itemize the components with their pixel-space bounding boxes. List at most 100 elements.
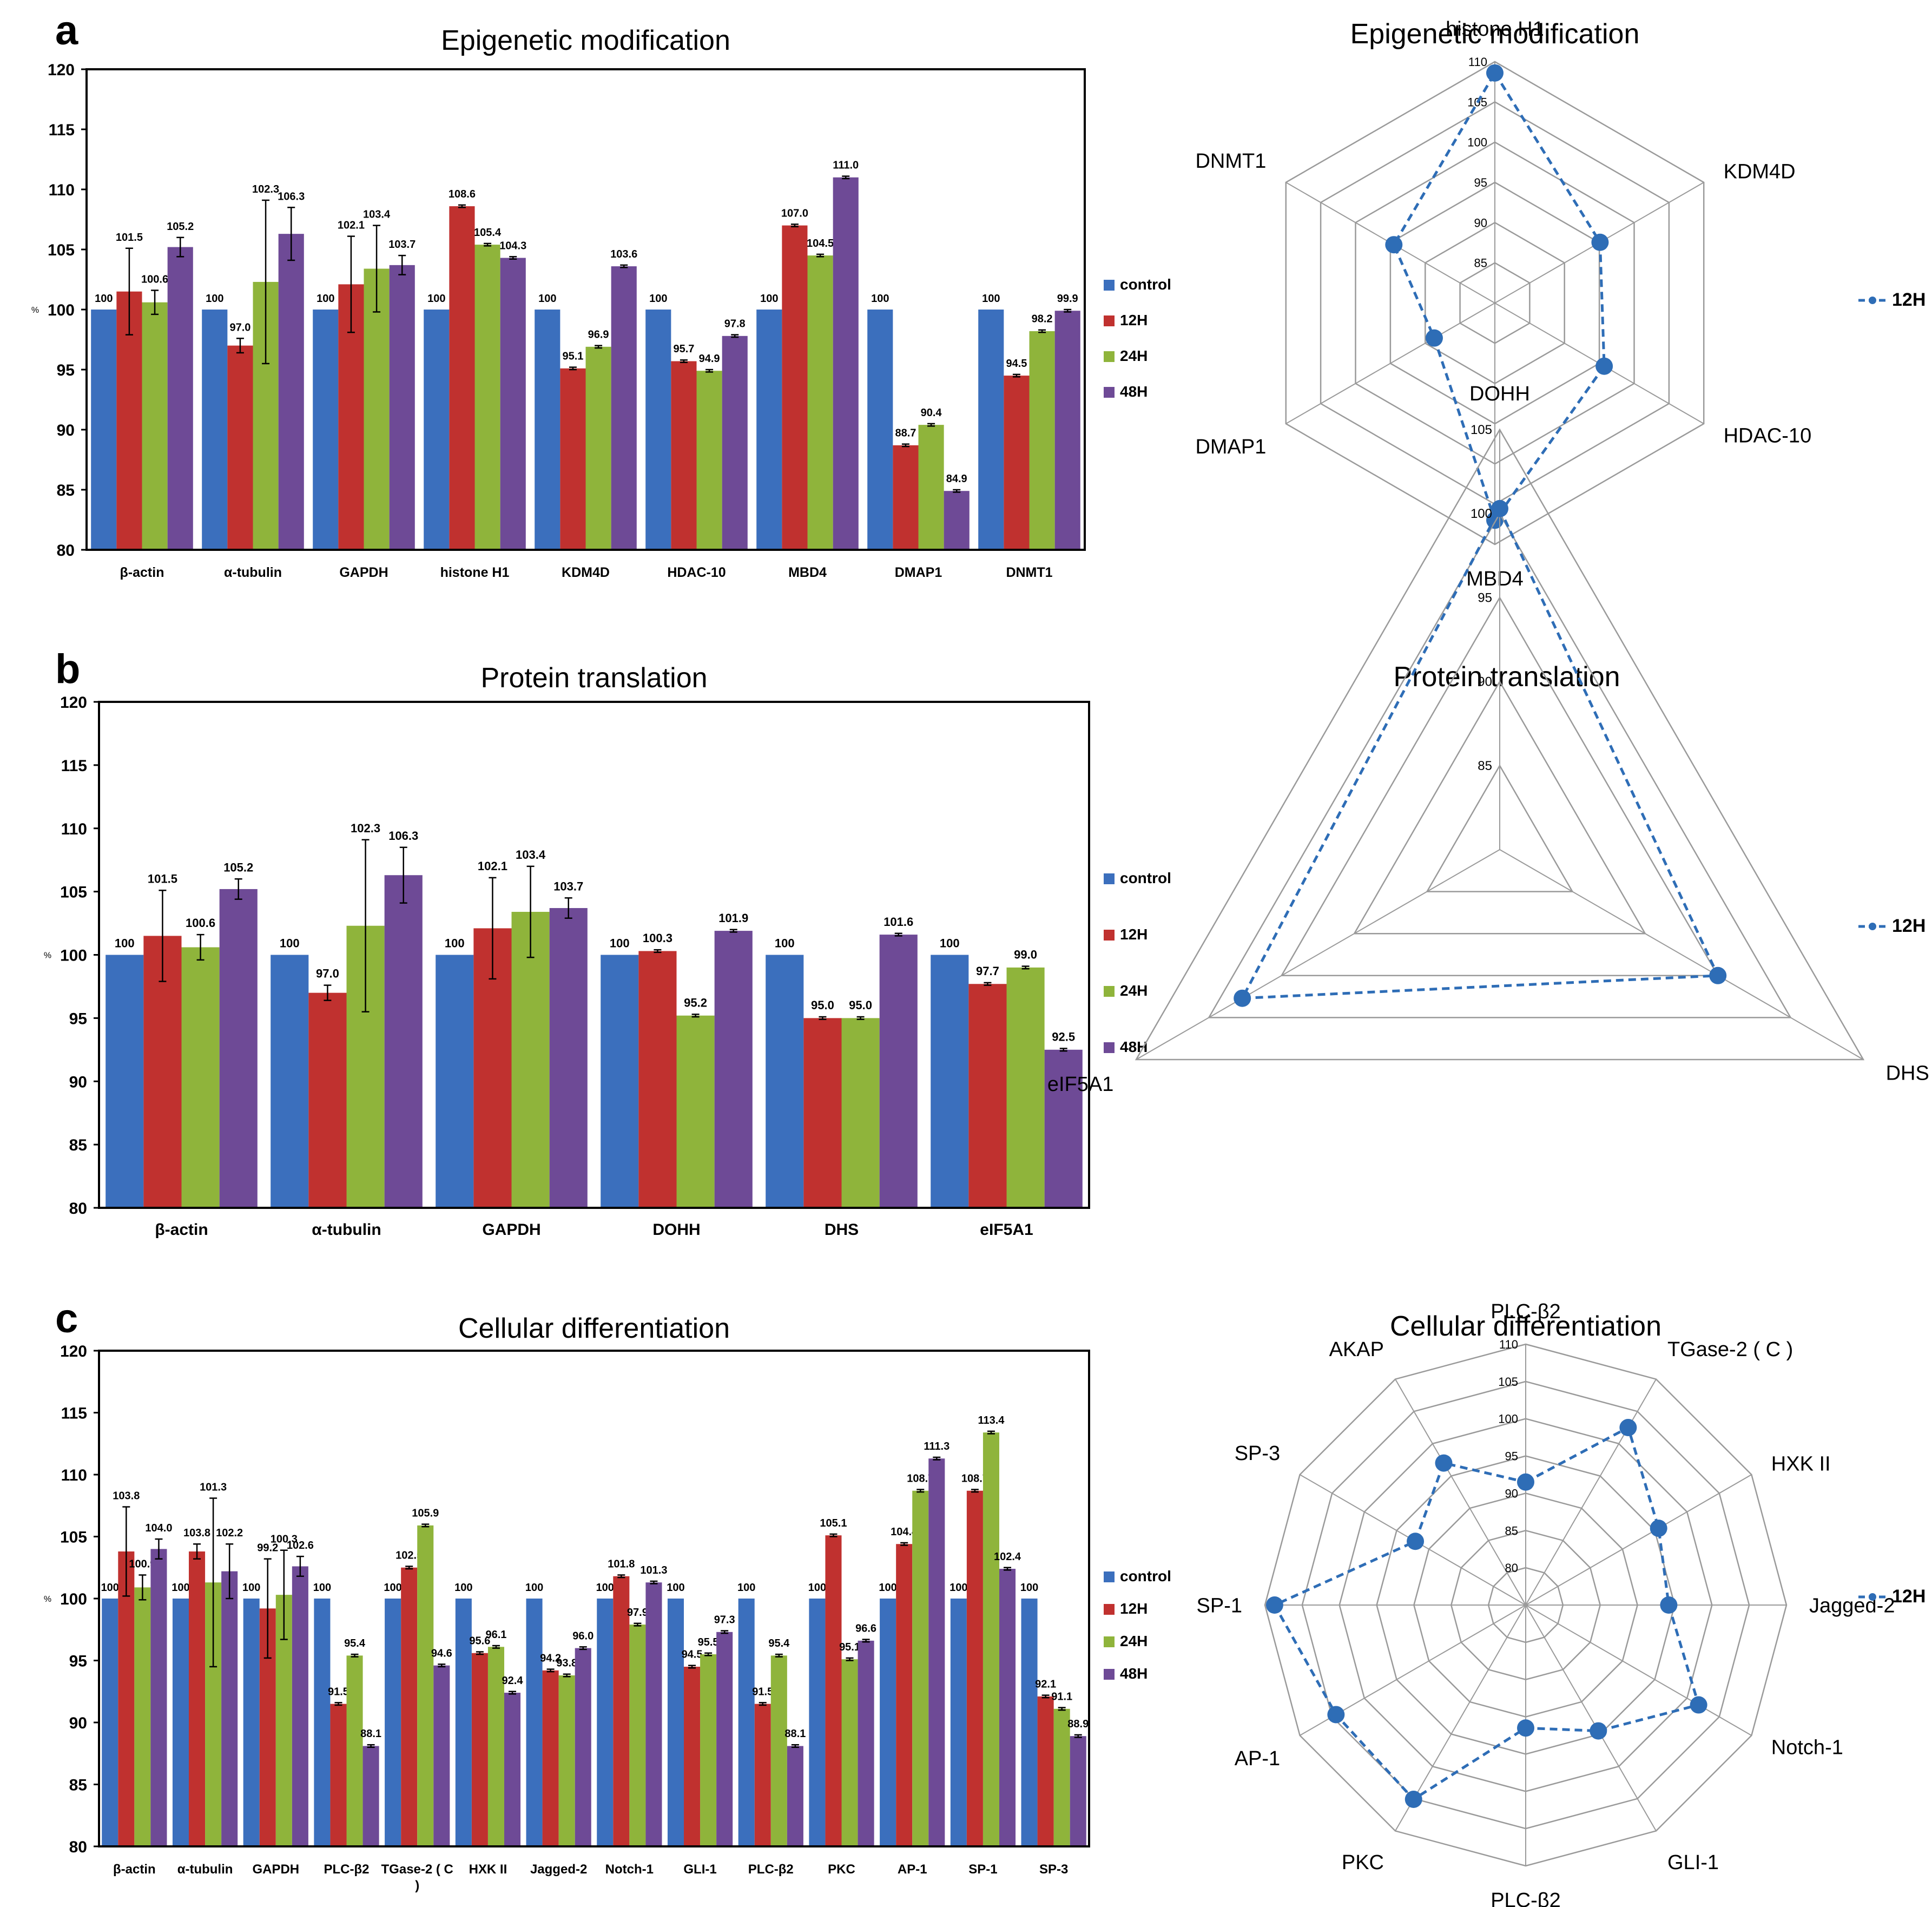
bar-h48-5 — [722, 336, 748, 550]
radar-axis-label-1: KDM4D — [1724, 160, 1796, 183]
bar-h12-1 — [189, 1551, 206, 1846]
radar-spoke-4 — [1525, 1604, 1752, 1736]
data-label-h48-5: 92.5 — [1052, 1030, 1075, 1043]
data-label-control-5: 100 — [454, 1582, 472, 1594]
bar-h48-0 — [167, 247, 193, 550]
bar-h48-8 — [1054, 311, 1080, 550]
data-label-h24-1: 102.3 — [351, 821, 380, 835]
legend-label-control: control — [1120, 276, 1171, 293]
bar-h48-12 — [999, 1569, 1016, 1846]
data-label-h48-1: 106.3 — [278, 190, 305, 202]
radar-chart-b: Protein translation 85 90 95 100 105 DOHH DHS eI… — [1047, 383, 1929, 1096]
x-tick-label-3: DOHH — [652, 1221, 700, 1239]
y-tick-label-80: 80 — [69, 1200, 87, 1218]
bar-h12-5 — [968, 984, 1007, 1208]
data-label-h48-3: 88.1 — [360, 1728, 381, 1740]
y-tick-label-85: 85 — [69, 1136, 87, 1154]
data-label-h12-3: 100.3 — [643, 931, 672, 945]
x-tick-label-0: β-actin — [155, 1221, 208, 1239]
y-tick-label-95: 95 — [69, 1010, 87, 1028]
bar-control-0 — [105, 955, 144, 1208]
bar-h24-4 — [417, 1525, 434, 1846]
radar-point-0 — [1486, 64, 1504, 82]
data-label-h12-0: 103.8 — [113, 1490, 140, 1502]
data-label-h24-3: 95.4 — [344, 1638, 366, 1649]
data-label-control-2: 100 — [445, 937, 465, 950]
y-tick-label-100: 100 — [48, 301, 75, 319]
bar-h24-0 — [181, 947, 220, 1208]
y-tick-label-120: 120 — [60, 694, 87, 712]
data-label-control-3: 100 — [313, 1582, 331, 1594]
data-label-control-5: 100 — [649, 293, 667, 305]
radar-legend-marker — [1869, 297, 1876, 304]
data-label-h24-4: 96.9 — [588, 329, 609, 341]
bar-h24-7 — [629, 1625, 646, 1846]
bar-h24-5 — [696, 371, 722, 550]
data-label-h48-8: 97.3 — [714, 1614, 735, 1626]
data-label-control-7: 100 — [596, 1582, 614, 1594]
x-tick-label-5: HXK II — [469, 1862, 507, 1877]
bar-h12-9 — [754, 1704, 771, 1846]
x-tick-label-8: GLI-1 — [683, 1862, 716, 1877]
radar-grid-ring-95 — [1280, 596, 1719, 977]
y-tick-label-85: 85 — [69, 1777, 87, 1794]
radar-point-2 — [1595, 357, 1613, 375]
data-label-h12-13: 92.1 — [1035, 1679, 1056, 1691]
data-label-h24-5: 94.9 — [699, 353, 720, 365]
radar-point-0 — [1491, 499, 1508, 517]
bar-h12-1 — [227, 345, 253, 550]
legend-swatch-h48 — [1104, 1042, 1115, 1053]
radar-axis-label-10: SP-3 — [1235, 1442, 1280, 1465]
data-label-h12-1: 103.8 — [183, 1527, 210, 1539]
data-label-h12-6: 94.2 — [540, 1653, 561, 1665]
legend-label-h48: 48H — [1120, 1665, 1148, 1682]
bar-h24-6 — [558, 1675, 575, 1846]
bar-control-13 — [1021, 1599, 1038, 1846]
data-label-h12-8: 94.5 — [682, 1649, 703, 1661]
radar-legend-label: 12H — [1892, 290, 1926, 310]
bar-h48-11 — [928, 1458, 945, 1846]
data-label-control-2: 100 — [316, 293, 334, 305]
bar-control-3 — [424, 310, 450, 550]
data-label-h24-1: 102.3 — [252, 183, 279, 195]
data-label-h48-4: 94.6 — [431, 1647, 452, 1659]
radar-tick-label-95: 95 — [1478, 590, 1492, 605]
x-tick-label-5: eIF5A1 — [980, 1221, 1033, 1239]
data-label-control-1: 100 — [280, 937, 300, 950]
x-tick-label-4: TGase-2 ( C) — [381, 1862, 453, 1893]
bar-control-8 — [978, 310, 1004, 550]
radar-point-9 — [1265, 1596, 1283, 1614]
bar-h24-8 — [1029, 331, 1055, 550]
bar-h24-12 — [983, 1432, 999, 1846]
x-tick-label-2: GAPDH — [252, 1862, 299, 1877]
radar-point-5 — [1385, 236, 1403, 254]
data-label-h24-5: 96.1 — [485, 1629, 506, 1641]
data-label-h12-4: 102.5 — [395, 1549, 423, 1561]
radar-legend-marker — [1869, 923, 1876, 930]
data-label-h24-10: 95.1 — [839, 1641, 860, 1653]
legend-label-control: control — [1120, 870, 1171, 886]
x-tick-label-3: histone H1 — [440, 565, 510, 580]
radar-spoke-1 — [1499, 849, 1864, 1060]
data-label-h12-2: 102.1 — [478, 859, 507, 873]
bar-control-3 — [601, 955, 639, 1208]
radar-spoke-2 — [1136, 849, 1500, 1060]
bar-h48-10 — [858, 1640, 874, 1846]
data-label-h48-1: 102.2 — [216, 1527, 243, 1539]
bar-control-1 — [271, 955, 309, 1208]
data-label-h48-2: 102.6 — [287, 1540, 314, 1551]
legend-swatch-control — [1104, 280, 1115, 291]
x-tick-label-9: PLC-β2 — [748, 1862, 794, 1877]
legend-swatch-control — [1104, 873, 1115, 884]
bar-h12-7 — [613, 1576, 630, 1846]
legend-swatch-h48 — [1104, 1669, 1115, 1680]
data-label-h12-5: 95.7 — [673, 343, 694, 355]
bar-h12-4 — [401, 1567, 418, 1846]
bar-h48-4 — [611, 266, 637, 550]
bar-h12-10 — [825, 1535, 842, 1846]
radar-axis-label-6: PLC-β2 — [1491, 1889, 1561, 1907]
x-tick-label-0: β-actin — [113, 1862, 156, 1877]
bar-h24-10 — [841, 1659, 858, 1846]
radar-spoke-11 — [1395, 1379, 1526, 1606]
data-label-h12-4: 95.1 — [562, 351, 583, 363]
